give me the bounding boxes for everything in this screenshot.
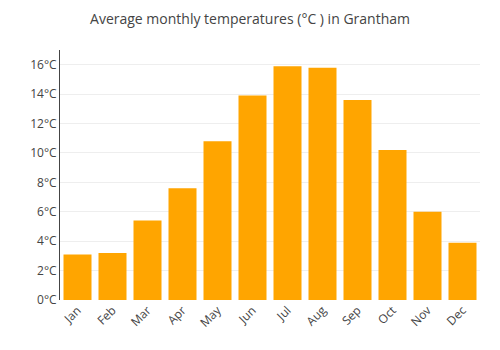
svg-text:Jan: Jan [60,302,85,327]
svg-text:16°C: 16°C [30,56,57,73]
svg-text:Average monthly temperatures (: Average monthly temperatures (°C ) in Gr… [90,9,410,28]
svg-text:Apr: Apr [164,302,190,328]
svg-text:12°C: 12°C [30,115,57,132]
svg-text:14°C: 14°C [30,85,57,102]
svg-text:10°C: 10°C [30,144,57,161]
svg-text:6°C: 6°C [37,203,57,220]
svg-text:4°C: 4°C [37,232,57,249]
svg-text:0°C: 0°C [37,291,57,308]
svg-text:Oct: Oct [374,302,400,328]
svg-text:Sep: Sep [338,302,365,329]
svg-text:May: May [196,301,225,330]
svg-text:Mar: Mar [127,302,155,330]
svg-text:2°C: 2°C [37,262,57,279]
svg-text:Nov: Nov [407,302,435,330]
svg-text:8°C: 8°C [37,174,57,191]
svg-text:Dec: Dec [443,302,470,329]
svg-text:Jun: Jun [234,302,259,327]
svg-text:Aug: Aug [302,302,330,330]
svg-text:Jul: Jul [272,302,294,324]
svg-text:Feb: Feb [93,302,119,328]
